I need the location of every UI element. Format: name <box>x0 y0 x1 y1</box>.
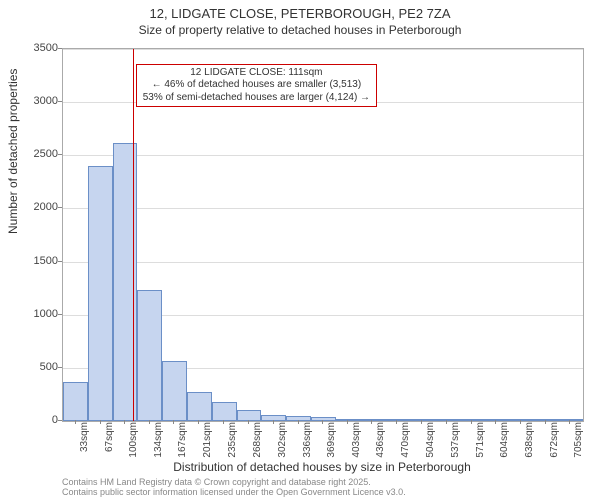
histogram-bar <box>237 410 261 421</box>
x-tick-mark <box>273 420 274 424</box>
x-tick-label: 672sqm <box>549 422 560 462</box>
histogram-bar <box>137 290 162 421</box>
y-tick-label: 2000 <box>8 201 58 213</box>
footer-line2: Contains public sector information licen… <box>62 487 406 497</box>
y-tick-label: 500 <box>8 361 58 373</box>
gridline <box>63 208 583 209</box>
x-tick-mark <box>347 420 348 424</box>
gridline <box>63 49 583 50</box>
histogram-bar <box>261 415 286 421</box>
x-tick-mark <box>149 420 150 424</box>
x-tick-mark <box>124 420 125 424</box>
annotation-box: 12 LIDGATE CLOSE: 111sqm ← 46% of detach… <box>136 64 377 108</box>
gridline <box>63 262 583 263</box>
y-tick-label: 0 <box>8 414 58 426</box>
x-tick-mark <box>371 420 372 424</box>
x-tick-mark <box>298 420 299 424</box>
x-tick-mark <box>421 420 422 424</box>
x-tick-label: 604sqm <box>499 422 510 462</box>
x-tick-label: 638sqm <box>524 422 535 462</box>
x-tick-mark <box>173 420 174 424</box>
histogram-bar <box>187 392 212 421</box>
x-tick-label: 33sqm <box>79 422 90 462</box>
histogram-bar <box>435 419 459 421</box>
x-tick-label: 235sqm <box>227 422 238 462</box>
x-tick-label: 504sqm <box>425 422 436 462</box>
x-tick-label: 134sqm <box>153 422 164 462</box>
x-axis-label: Distribution of detached houses by size … <box>62 460 582 474</box>
x-tick-mark <box>545 420 546 424</box>
annotation-line3: 53% of semi-detached houses are larger (… <box>143 92 370 105</box>
histogram-bar <box>88 166 113 421</box>
histogram-bar <box>410 419 435 421</box>
chart-title-line2: Size of property relative to detached ho… <box>0 21 600 41</box>
histogram-bar <box>212 402 237 421</box>
y-tick-label: 1500 <box>8 255 58 267</box>
x-tick-label: 302sqm <box>277 422 288 462</box>
x-tick-mark <box>569 420 570 424</box>
y-tick-label: 1000 <box>8 308 58 320</box>
histogram-bar <box>286 416 311 421</box>
y-tick-label: 3500 <box>8 42 58 54</box>
x-tick-mark <box>322 420 323 424</box>
x-tick-label: 67sqm <box>104 422 115 462</box>
x-tick-mark <box>75 420 76 424</box>
x-tick-label: 403sqm <box>351 422 362 462</box>
x-tick-label: 571sqm <box>475 422 486 462</box>
x-tick-label: 369sqm <box>326 422 337 462</box>
histogram-bar <box>162 361 186 421</box>
footer-attribution: Contains HM Land Registry data © Crown c… <box>62 477 406 498</box>
x-tick-label: 336sqm <box>302 422 313 462</box>
x-tick-label: 436sqm <box>375 422 386 462</box>
x-tick-mark <box>446 420 447 424</box>
plot-area: 12 LIDGATE CLOSE: 111sqm ← 46% of detach… <box>62 48 584 422</box>
x-tick-mark <box>471 420 472 424</box>
x-tick-label: 470sqm <box>400 422 411 462</box>
histogram-bar <box>311 417 335 421</box>
histogram-bar <box>484 419 508 421</box>
x-tick-label: 705sqm <box>573 422 584 462</box>
histogram-bar <box>336 419 361 421</box>
annotation-line2: ← 46% of detached houses are smaller (3,… <box>143 79 370 92</box>
x-tick-label: 268sqm <box>252 422 263 462</box>
y-tick-label: 3000 <box>8 95 58 107</box>
histogram-bar <box>361 419 385 421</box>
footer-line1: Contains HM Land Registry data © Crown c… <box>62 477 406 487</box>
x-tick-label: 201sqm <box>202 422 213 462</box>
x-tick-label: 167sqm <box>177 422 188 462</box>
y-tick-label: 2500 <box>8 148 58 160</box>
x-tick-mark <box>520 420 521 424</box>
x-tick-mark <box>100 420 101 424</box>
x-tick-label: 100sqm <box>128 422 139 462</box>
x-tick-mark <box>248 420 249 424</box>
chart-container: 12, LIDGATE CLOSE, PETERBOROUGH, PE2 7ZA… <box>0 0 600 500</box>
x-tick-mark <box>198 420 199 424</box>
chart-title-line1: 12, LIDGATE CLOSE, PETERBOROUGH, PE2 7ZA <box>0 0 600 21</box>
annotation-line1: 12 LIDGATE CLOSE: 111sqm <box>143 67 370 80</box>
histogram-bar <box>63 382 88 421</box>
x-tick-mark <box>396 420 397 424</box>
gridline <box>63 155 583 156</box>
x-tick-mark <box>495 420 496 424</box>
x-tick-mark <box>223 420 224 424</box>
histogram-bar <box>559 419 583 421</box>
marker-line <box>133 49 134 421</box>
x-tick-label: 537sqm <box>450 422 461 462</box>
